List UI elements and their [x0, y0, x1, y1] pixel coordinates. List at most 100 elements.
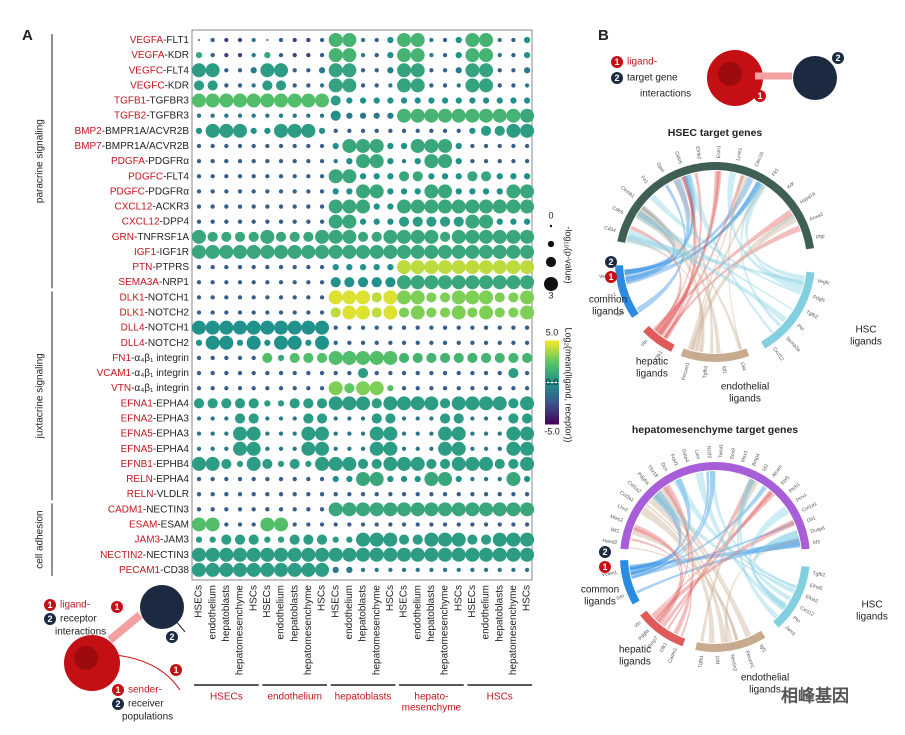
- ligand: EFNA5: [121, 428, 154, 439]
- dot: [483, 370, 489, 376]
- dot: [275, 80, 287, 91]
- dot: [328, 63, 343, 78]
- dot: [465, 199, 480, 214]
- dot: [278, 386, 284, 391]
- schematic-label: ligand-: [60, 600, 90, 611]
- receptor: -KDR: [165, 50, 189, 61]
- gene-label: Kdr: [786, 180, 796, 190]
- row-label: CADM1-NECTIN3: [108, 504, 190, 515]
- dot: [388, 83, 393, 88]
- dot: [237, 52, 243, 58]
- dot: [205, 335, 220, 350]
- dot: [426, 292, 437, 303]
- dot: [374, 492, 379, 497]
- dot: [426, 307, 437, 318]
- gene-label: Pecam1: [681, 362, 692, 381]
- dot: [328, 33, 343, 47]
- dot: [398, 534, 410, 545]
- dot: [356, 244, 371, 259]
- dot: [359, 97, 367, 104]
- dot: [305, 460, 312, 468]
- badge: [111, 601, 123, 613]
- dot: [319, 280, 325, 285]
- dot: [328, 396, 343, 411]
- badge-number: 2: [608, 257, 613, 267]
- gene-label: Tbx18: [646, 464, 659, 479]
- dot: [318, 67, 326, 74]
- dot: [315, 441, 330, 456]
- dot: [342, 78, 357, 93]
- dot: [251, 370, 256, 376]
- column-label: hepatoblasts: [221, 585, 232, 642]
- dot: [496, 188, 503, 195]
- dot: [359, 112, 367, 119]
- dot: [209, 536, 216, 543]
- dot: [356, 381, 371, 396]
- chord-ribbon: [695, 471, 785, 611]
- dot: [415, 522, 420, 527]
- dot: [196, 310, 202, 315]
- dot: [301, 320, 316, 335]
- gene-label: Dlk1: [659, 642, 669, 654]
- dot: [374, 37, 379, 43]
- dot: [292, 370, 297, 376]
- receptor: -TGFBR3: [146, 110, 189, 121]
- chord-ribbon: [629, 494, 681, 571]
- dot: [520, 305, 535, 320]
- dot: [319, 204, 325, 209]
- dot: [315, 244, 330, 259]
- dot: [497, 476, 502, 482]
- gene-label: Tgfb2: [812, 571, 826, 579]
- dot: [479, 502, 494, 517]
- ligand: IGF1: [134, 247, 157, 258]
- gene-label: Nr2f2: [705, 446, 712, 459]
- dot: [398, 216, 410, 227]
- dot: [328, 381, 343, 396]
- dot: [429, 83, 434, 88]
- dot: [469, 127, 476, 134]
- dot: [442, 370, 448, 376]
- dot: [332, 566, 339, 574]
- dot: [233, 547, 248, 562]
- dot: [250, 127, 257, 134]
- dot: [465, 290, 480, 305]
- dot: [508, 458, 519, 469]
- dot: [401, 340, 407, 345]
- dot: [506, 199, 521, 214]
- receptor: -KDR: [165, 80, 189, 91]
- column-label: hepatomesenchyme: [371, 585, 382, 675]
- badge-number: 1: [757, 91, 762, 101]
- dot: [511, 143, 516, 149]
- dot: [360, 128, 366, 134]
- dot: [356, 305, 371, 320]
- dot: [346, 188, 353, 195]
- dot: [383, 441, 398, 456]
- dot: [306, 219, 311, 224]
- dot: [511, 492, 516, 497]
- dot: [237, 370, 243, 376]
- dot: [410, 547, 425, 562]
- dot: [497, 52, 502, 58]
- dot: [246, 335, 261, 350]
- dot: [398, 352, 410, 364]
- dot: [397, 275, 412, 290]
- row-label: RELN-EPHA4: [126, 474, 189, 485]
- gene-label: Clec1b: [754, 151, 766, 168]
- dot: [374, 522, 379, 527]
- dot: [415, 567, 420, 573]
- dot: [456, 386, 461, 391]
- dot: [387, 263, 394, 271]
- dot: [438, 547, 453, 562]
- dot: [371, 398, 382, 409]
- dot: [221, 398, 232, 409]
- gene-label: Lum: [693, 449, 701, 460]
- gene-label: Prrx1: [795, 492, 808, 504]
- dot: [210, 37, 215, 43]
- dot: [262, 80, 273, 91]
- dot: [347, 128, 352, 134]
- dot: [424, 138, 439, 153]
- row-label: JAM3-JAM3: [135, 534, 190, 545]
- dot: [192, 63, 206, 78]
- dot: [520, 547, 535, 562]
- dot: [374, 52, 379, 58]
